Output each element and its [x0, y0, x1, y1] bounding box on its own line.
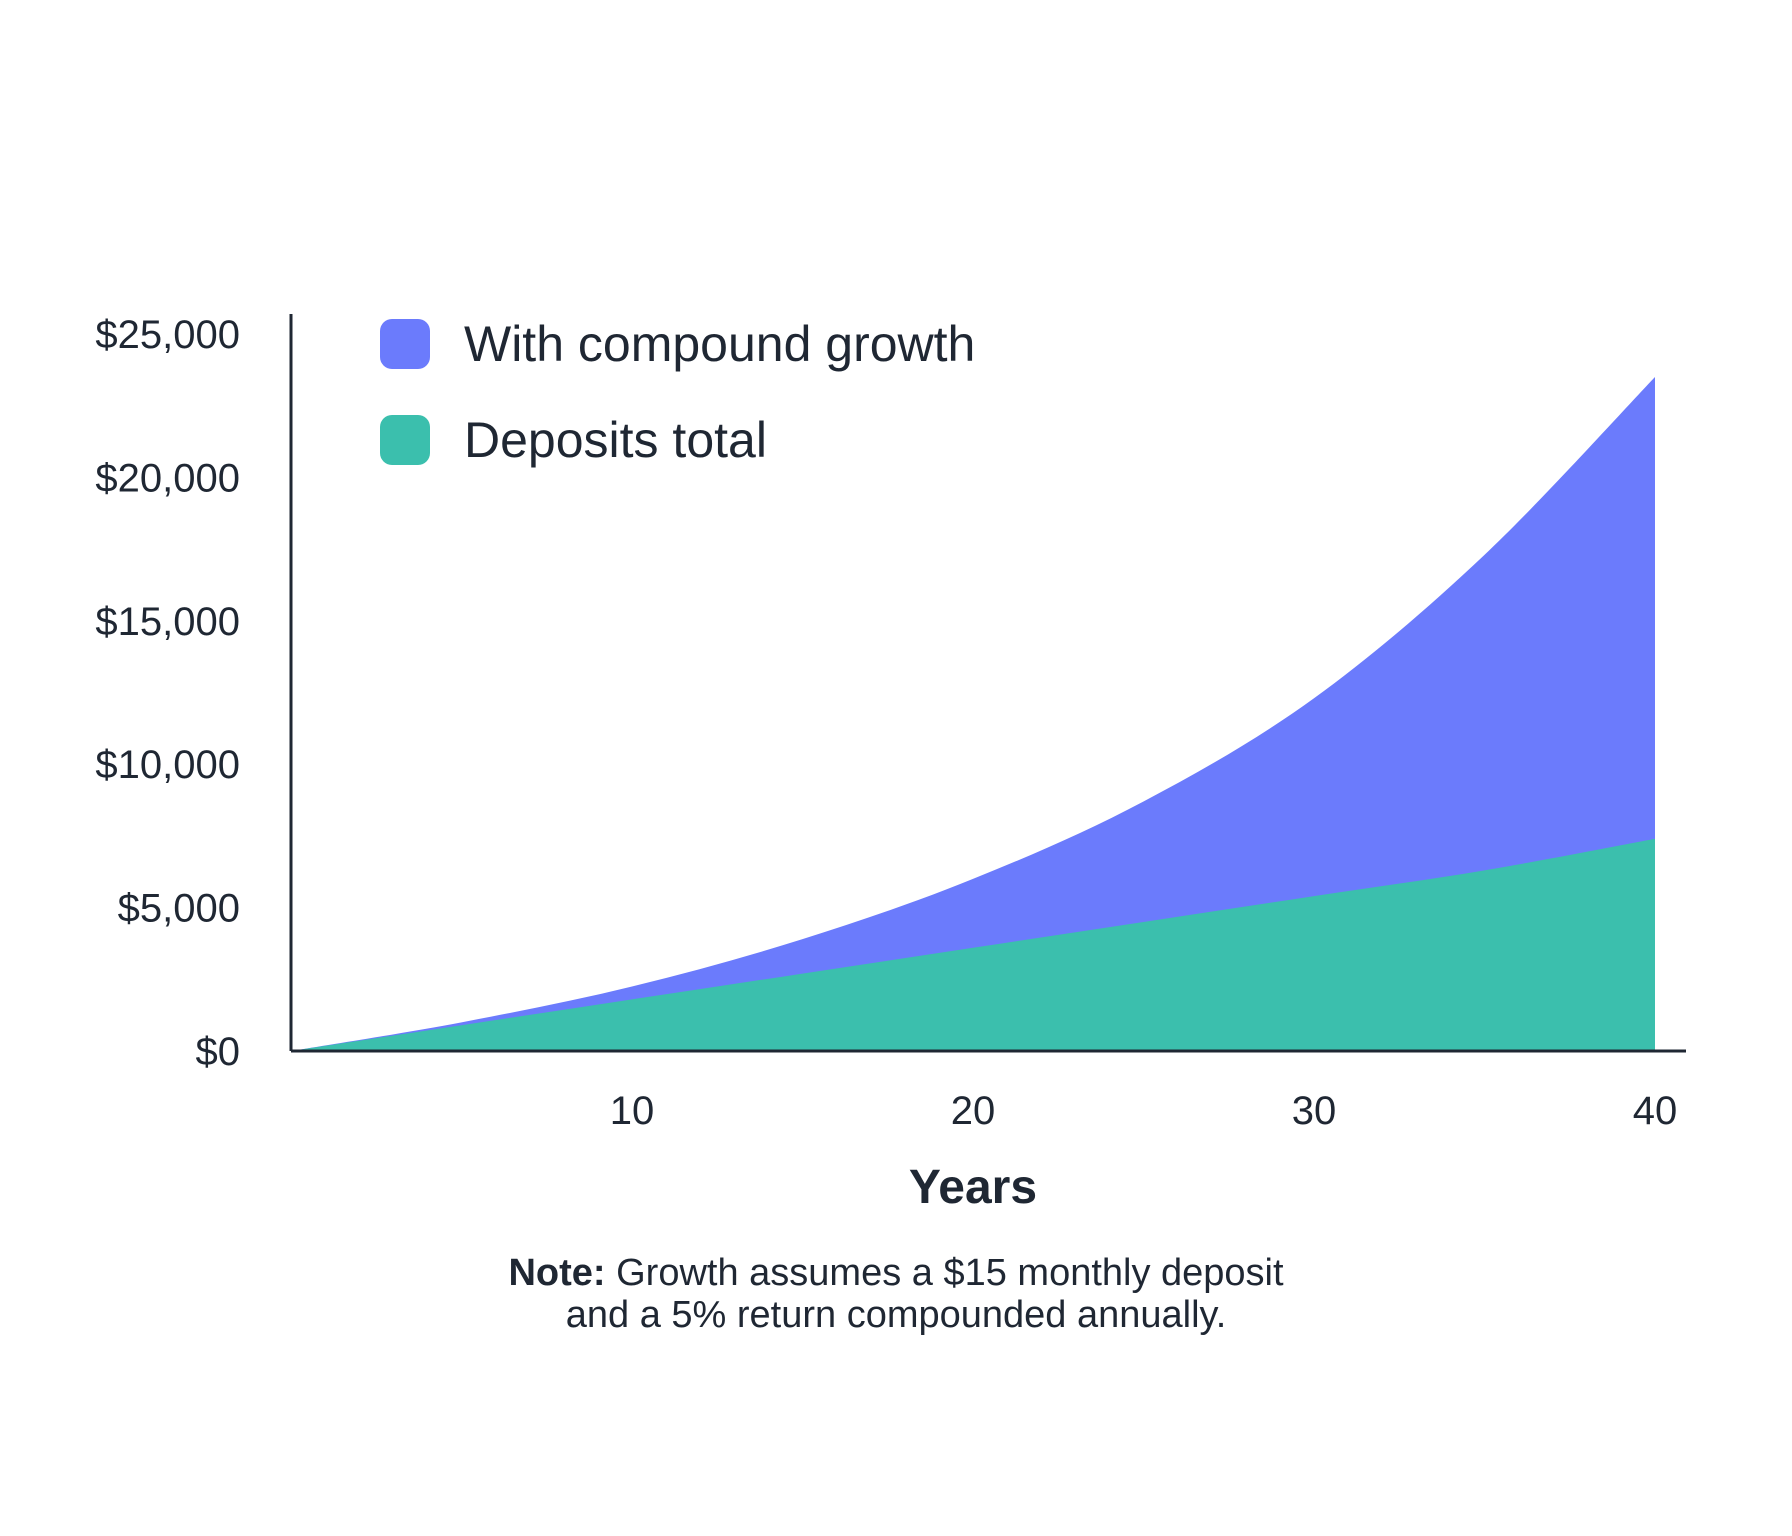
y-tick-label: $15,000: [95, 600, 240, 644]
plot-areas: [291, 377, 1655, 1051]
y-tick-label: $0: [196, 1030, 241, 1074]
y-tick-label: $25,000: [95, 313, 240, 357]
footnote-line-2: and a 5% return compounded annually.: [565, 1294, 1227, 1336]
y-tick-label: $20,000: [95, 456, 240, 500]
x-tick-label: 40: [1633, 1089, 1678, 1133]
y-tick-label: $10,000: [95, 743, 240, 787]
footnote: Note: Growth assumes a $15 monthly depos…: [396, 1252, 1396, 1336]
legend-swatch: [380, 415, 430, 465]
x-axis-title: Years: [909, 1161, 1037, 1214]
x-tick-label: 10: [610, 1089, 655, 1133]
footnote-line-1: Note: Growth assumes a $15 monthly depos…: [396, 1252, 1396, 1294]
area-with-compound-growth: [291, 377, 1655, 1051]
x-tick-label: 30: [1292, 1089, 1337, 1133]
x-tick-labels: 10 20 30 40: [610, 1089, 1678, 1133]
area-deposits-total: [291, 838, 1655, 1051]
legend-swatch: [380, 319, 430, 369]
x-tick-label: 20: [951, 1089, 996, 1133]
footnote-prefix: Note:: [508, 1252, 606, 1294]
y-tick-label: $5,000: [118, 887, 240, 931]
y-tick-labels: $0 $5,000 $10,000 $15,000 $20,000 $25,000: [95, 313, 240, 1074]
legend: With compound growth Deposits total: [380, 316, 975, 468]
legend-label: Deposits total: [464, 412, 767, 468]
footnote-text-1: Growth assumes a $15 monthly deposit: [616, 1252, 1284, 1294]
legend-label: With compound growth: [464, 316, 975, 372]
axes: [289, 314, 1686, 1053]
